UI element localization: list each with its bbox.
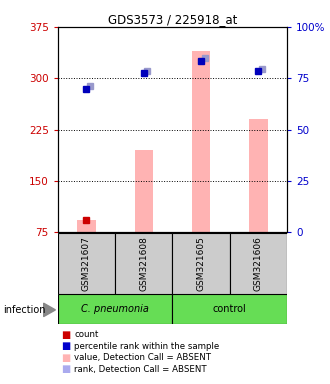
Text: infection: infection (3, 305, 46, 315)
Polygon shape (44, 303, 55, 316)
Text: ■: ■ (61, 341, 70, 351)
Text: percentile rank within the sample: percentile rank within the sample (74, 342, 219, 351)
Text: GSM321607: GSM321607 (82, 236, 91, 291)
Bar (230, 233, 287, 294)
Text: value, Detection Call = ABSENT: value, Detection Call = ABSENT (74, 353, 211, 362)
Text: ■: ■ (61, 353, 70, 363)
Bar (172, 233, 230, 294)
Text: control: control (213, 304, 247, 314)
Text: C. pneumonia: C. pneumonia (81, 304, 149, 314)
Bar (172, 294, 287, 324)
Bar (77, 220, 96, 232)
Text: GSM321606: GSM321606 (254, 236, 263, 291)
Text: count: count (74, 330, 99, 339)
Bar (192, 51, 210, 232)
Text: ■: ■ (61, 330, 70, 340)
Text: GSM321608: GSM321608 (139, 236, 148, 291)
Title: GDS3573 / 225918_at: GDS3573 / 225918_at (108, 13, 237, 26)
Bar (249, 119, 268, 232)
Text: GSM321605: GSM321605 (197, 236, 206, 291)
Bar (115, 233, 172, 294)
Bar (58, 294, 172, 324)
Text: rank, Detection Call = ABSENT: rank, Detection Call = ABSENT (74, 365, 207, 374)
Bar (135, 150, 153, 232)
Text: ■: ■ (61, 364, 70, 374)
Bar (58, 233, 115, 294)
